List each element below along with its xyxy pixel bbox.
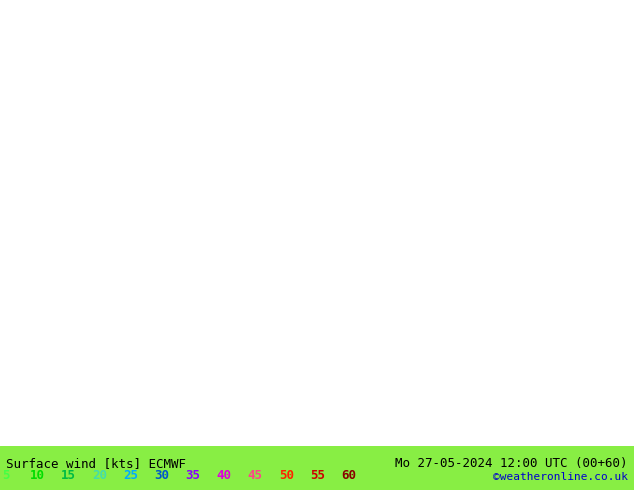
Text: Surface wind [kts] ECMWF: Surface wind [kts] ECMWF [6, 457, 186, 470]
Text: ©weatheronline.co.uk: ©weatheronline.co.uk [493, 472, 628, 482]
Text: 30: 30 [155, 469, 169, 482]
Text: 10: 10 [30, 469, 45, 482]
Text: 55: 55 [310, 469, 325, 482]
Text: 50: 50 [279, 469, 294, 482]
Text: 15: 15 [61, 469, 76, 482]
Text: 60: 60 [341, 469, 356, 482]
Text: 25: 25 [124, 469, 138, 482]
Text: 40: 40 [217, 469, 231, 482]
Text: 45: 45 [248, 469, 263, 482]
Text: Mo 27-05-2024 12:00 UTC (00+60): Mo 27-05-2024 12:00 UTC (00+60) [395, 457, 628, 470]
Text: 20: 20 [92, 469, 107, 482]
Text: 5: 5 [3, 469, 10, 482]
Text: 35: 35 [186, 469, 200, 482]
